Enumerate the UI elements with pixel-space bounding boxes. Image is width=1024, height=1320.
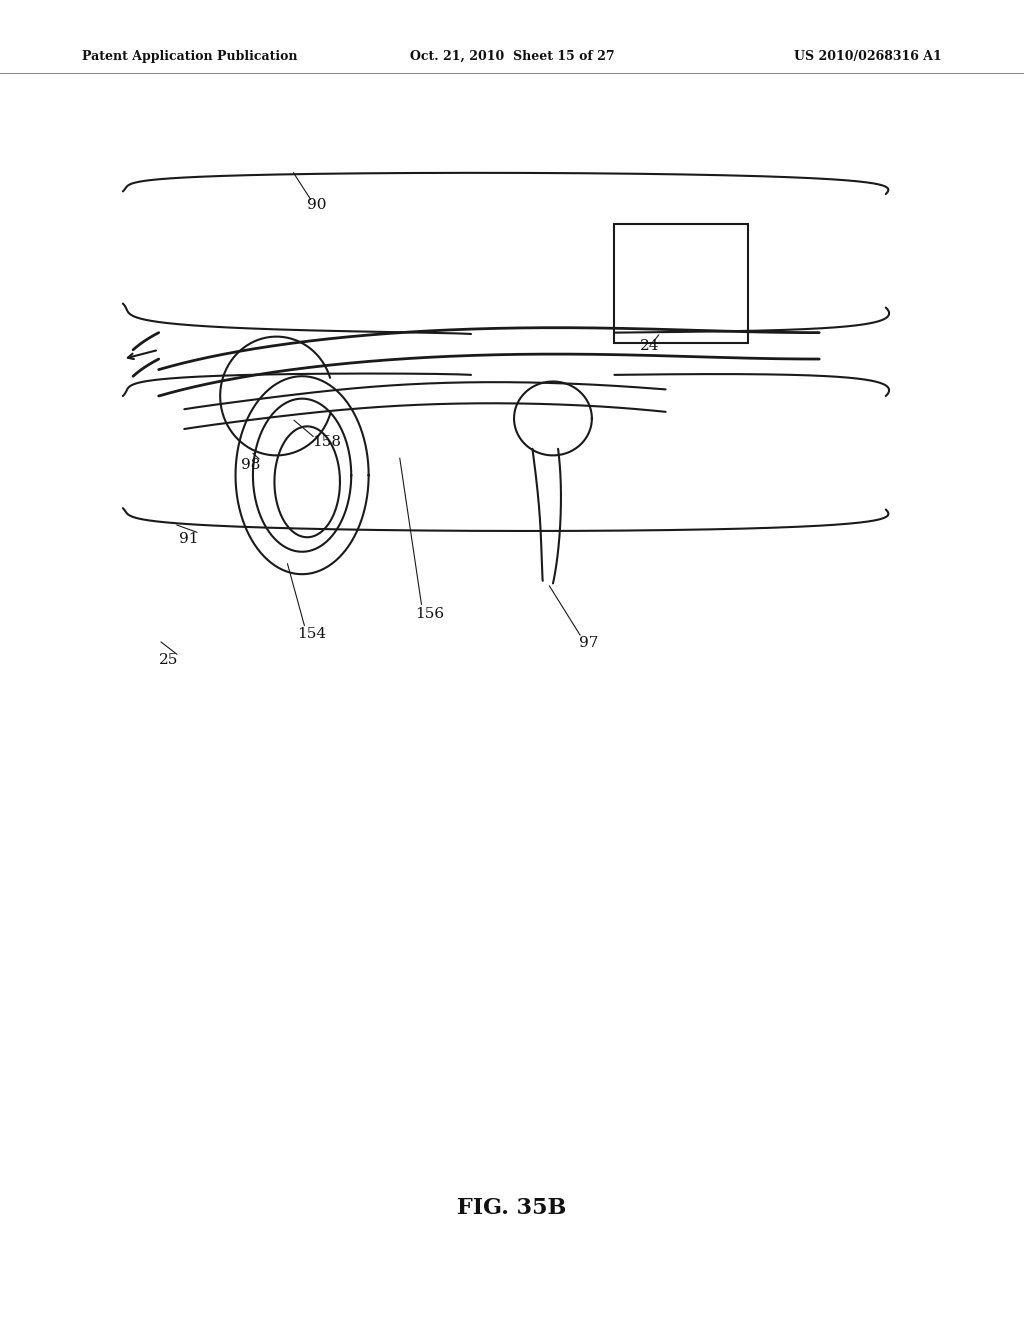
- Text: 97: 97: [579, 636, 598, 649]
- Text: 90: 90: [307, 198, 327, 211]
- Text: US 2010/0268316 A1: US 2010/0268316 A1: [795, 50, 942, 63]
- FancyBboxPatch shape: [614, 224, 748, 343]
- Text: 156: 156: [415, 607, 443, 620]
- Text: 24: 24: [640, 339, 659, 352]
- Text: Oct. 21, 2010  Sheet 15 of 27: Oct. 21, 2010 Sheet 15 of 27: [410, 50, 614, 63]
- Text: FIG. 35B: FIG. 35B: [458, 1197, 566, 1218]
- Text: 91: 91: [179, 532, 199, 545]
- Text: 158: 158: [312, 436, 341, 449]
- Text: Patent Application Publication: Patent Application Publication: [82, 50, 297, 63]
- Text: 98: 98: [241, 458, 260, 471]
- Text: 154: 154: [297, 627, 326, 640]
- Text: 25: 25: [159, 653, 178, 667]
